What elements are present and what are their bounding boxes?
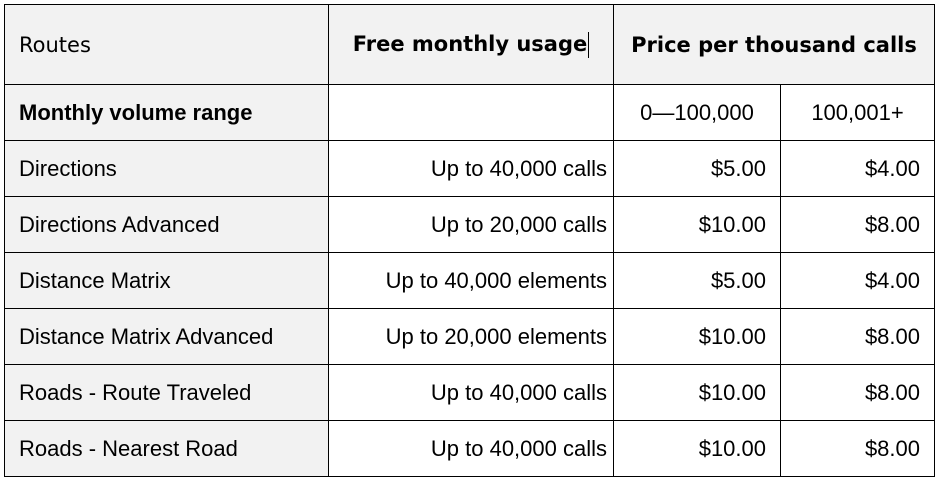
row-tier1-price-cell[interactable]: $5.00	[613, 252, 781, 309]
header-price-label: Price per thousand calls	[631, 32, 917, 57]
row-name-cell[interactable]: Directions	[4, 140, 329, 197]
row-name-cell[interactable]: Roads - Nearest Road	[4, 420, 329, 477]
table-row: Distance Matrix Advanced Up to 20,000 el…	[4, 308, 935, 365]
text-cursor	[588, 31, 590, 58]
volume-tier1-cell[interactable]: 0—100,000	[613, 84, 781, 141]
volume-tier2-cell[interactable]: 100,001+	[780, 84, 935, 141]
row-name-cell[interactable]: Roads - Route Traveled	[4, 364, 329, 421]
table-row: Directions Advanced Up to 20,000 calls $…	[4, 196, 935, 253]
row-free-cell[interactable]: Up to 20,000 calls	[328, 196, 614, 253]
row-tier1-price-cell[interactable]: $10.00	[613, 420, 781, 477]
table-row: Directions Up to 40,000 calls $5.00 $4.0…	[4, 140, 935, 197]
pricing-table: Routes Free monthly usage Price per thou…	[4, 4, 935, 477]
row-tier2-price-cell[interactable]: $8.00	[780, 364, 935, 421]
row-name-cell[interactable]: Distance Matrix	[4, 252, 329, 309]
row-tier1-price-cell[interactable]: $10.00	[613, 196, 781, 253]
volume-range-row: Monthly volume range 0—100,000 100,001+	[4, 84, 935, 141]
header-free-usage-label: Free monthly usage	[352, 31, 588, 56]
row-tier1-price-cell[interactable]: $10.00	[613, 364, 781, 421]
row-name-cell[interactable]: Directions Advanced	[4, 196, 329, 253]
table-row: Roads - Route Traveled Up to 40,000 call…	[4, 364, 935, 421]
header-free-usage[interactable]: Free monthly usage	[328, 4, 614, 85]
volume-range-label[interactable]: Monthly volume range	[4, 84, 329, 141]
table-row: Roads - Nearest Road Up to 40,000 calls …	[4, 420, 935, 477]
row-free-cell[interactable]: Up to 40,000 calls	[328, 364, 614, 421]
header-routes-label: Routes	[19, 32, 91, 57]
row-free-cell[interactable]: Up to 40,000 calls	[328, 420, 614, 477]
row-free-cell[interactable]: Up to 20,000 elements	[328, 308, 614, 365]
row-tier2-price-cell[interactable]: $8.00	[780, 308, 935, 365]
row-tier1-price-cell[interactable]: $5.00	[613, 140, 781, 197]
row-tier2-price-cell[interactable]: $4.00	[780, 140, 935, 197]
header-price-per-thousand[interactable]: Price per thousand calls	[613, 4, 935, 85]
row-free-cell[interactable]: Up to 40,000 elements	[328, 252, 614, 309]
row-tier2-price-cell[interactable]: $8.00	[780, 420, 935, 477]
row-name-cell[interactable]: Distance Matrix Advanced	[4, 308, 329, 365]
row-tier1-price-cell[interactable]: $10.00	[613, 308, 781, 365]
row-tier2-price-cell[interactable]: $4.00	[780, 252, 935, 309]
row-free-cell[interactable]: Up to 40,000 calls	[328, 140, 614, 197]
volume-range-free-cell[interactable]	[328, 84, 614, 141]
table-row: Distance Matrix Up to 40,000 elements $5…	[4, 252, 935, 309]
header-routes[interactable]: Routes	[4, 4, 329, 85]
table-header-row: Routes Free monthly usage Price per thou…	[4, 4, 935, 85]
row-tier2-price-cell[interactable]: $8.00	[780, 196, 935, 253]
